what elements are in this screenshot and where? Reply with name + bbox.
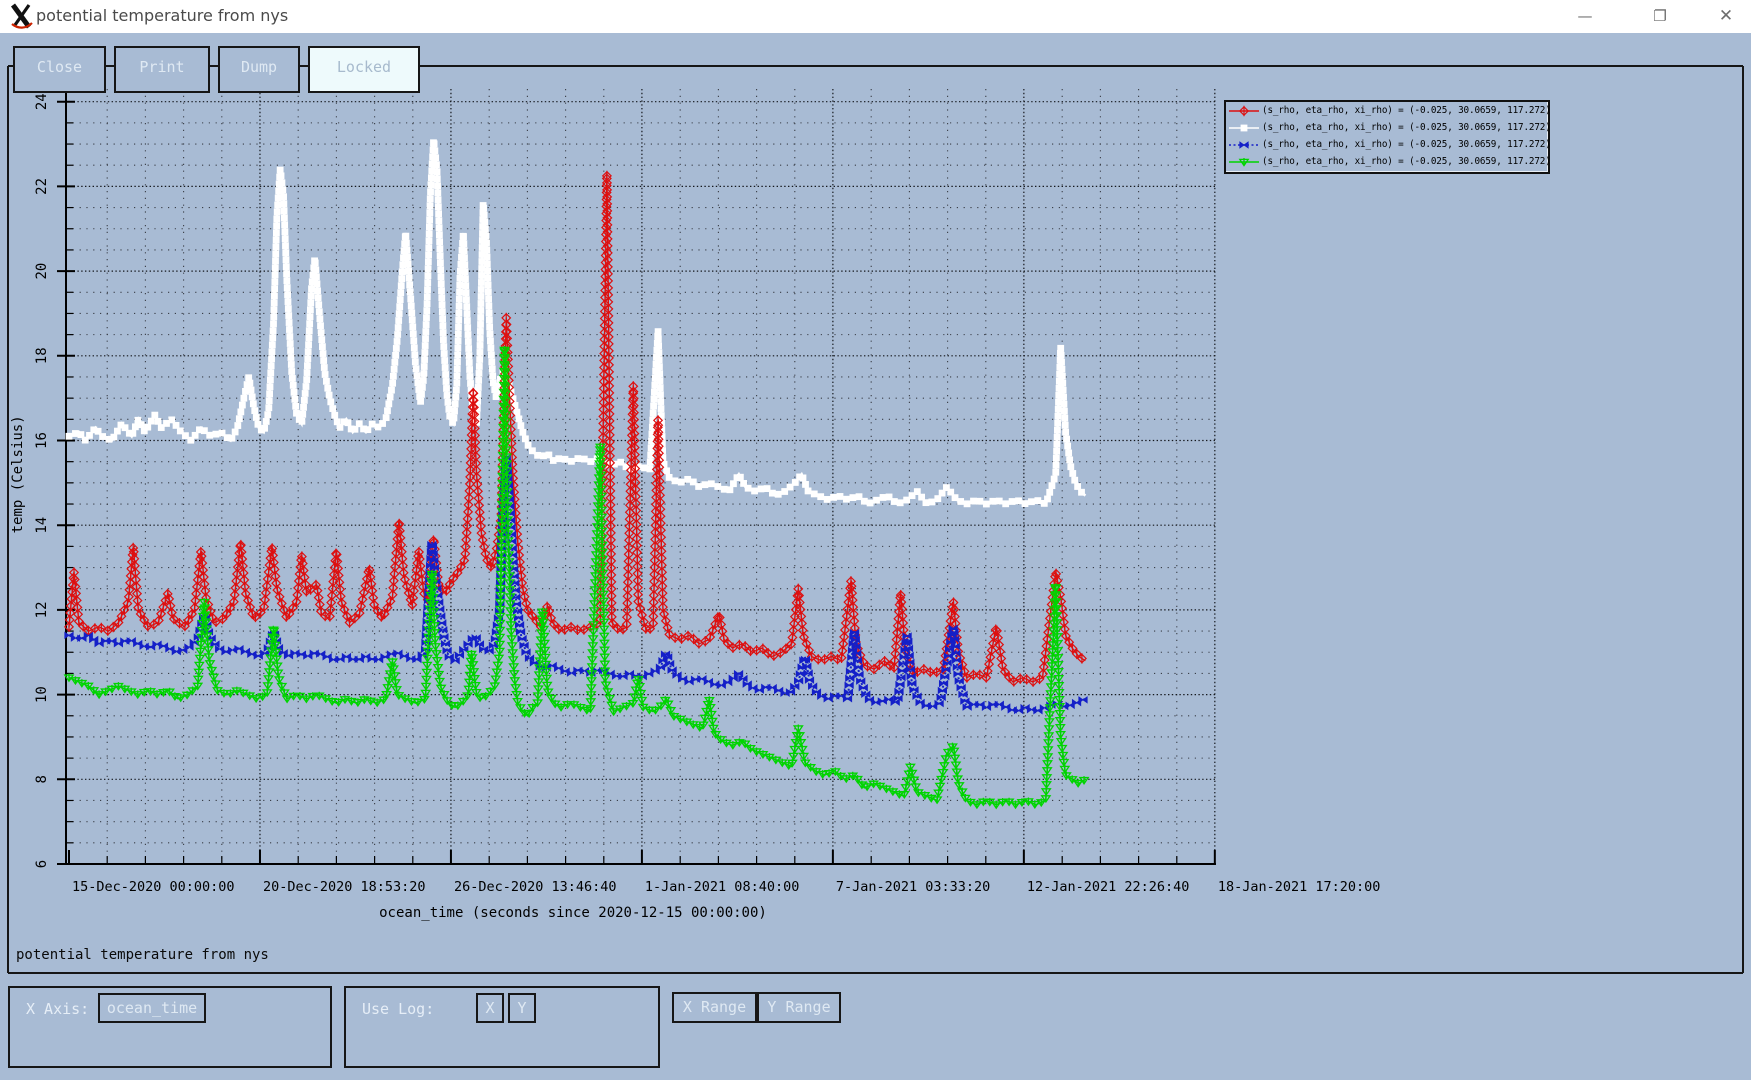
svg-text:16: 16 xyxy=(34,432,50,449)
svg-text:20-Dec-2020 18:53:20: 20-Dec-2020 18:53:20 xyxy=(263,879,426,895)
log-y-toggle[interactable]: Y xyxy=(508,993,536,1023)
svg-text:14: 14 xyxy=(34,517,50,534)
svg-text:8: 8 xyxy=(34,775,50,783)
legend-marker-square xyxy=(1229,124,1259,131)
close-button[interactable]: Close xyxy=(13,46,106,93)
window-title: potential temperature from nys xyxy=(36,6,289,25)
window-close-button[interactable]: ✕ xyxy=(1718,6,1734,26)
svg-text:1-Jan-2021 08:40:00: 1-Jan-2021 08:40:00 xyxy=(645,879,799,895)
dump-button-label: Dump xyxy=(240,58,278,76)
legend-entry-label: (s_rho, eta_rho, xi_rho) = (-0.025, 30.0… xyxy=(1262,105,1551,116)
print-button-label: Print xyxy=(139,58,185,76)
y-range-button[interactable]: Y Range xyxy=(757,992,841,1023)
legend-entry-label: (s_rho, eta_rho, xi_rho) = (-0.025, 30.0… xyxy=(1262,139,1551,150)
legend-entry: (s_rho, eta_rho, xi_rho) = (-0.025, 30.0… xyxy=(1226,102,1551,119)
svg-text:12-Jan-2021 22:26:40: 12-Jan-2021 22:26:40 xyxy=(1027,879,1190,895)
legend-marker-diamond xyxy=(1229,105,1259,116)
use-log-panel: Use Log: X Y xyxy=(344,986,660,1068)
svg-text:15-Dec-2020 00:00:00: 15-Dec-2020 00:00:00 xyxy=(72,879,235,895)
x-axis-variable-button[interactable]: ocean_time xyxy=(98,993,206,1023)
legend-entry-label: (s_rho, eta_rho, xi_rho) = (-0.025, 30.0… xyxy=(1262,156,1551,167)
svg-text:7-Jan-2021 03:33:20: 7-Jan-2021 03:33:20 xyxy=(836,879,990,895)
x-range-button[interactable]: X Range xyxy=(672,992,757,1023)
legend-entry: (s_rho, eta_rho, xi_rho) = (-0.025, 30.0… xyxy=(1226,153,1551,170)
legend-entry: (s_rho, eta_rho, xi_rho) = (-0.025, 30.0… xyxy=(1226,136,1551,153)
dump-button[interactable]: Dump xyxy=(218,46,300,93)
svg-text:18-Jan-2021 17:20:00: 18-Jan-2021 17:20:00 xyxy=(1218,879,1381,895)
svg-text:6: 6 xyxy=(34,860,50,868)
maximize-button[interactable]: ❐ xyxy=(1653,7,1667,25)
svg-text:12: 12 xyxy=(34,601,50,618)
title-bar: potential temperature from nys — ❐ ✕ xyxy=(0,0,1751,33)
svg-text:10: 10 xyxy=(34,686,50,703)
locked-toggle-button[interactable]: Locked xyxy=(308,46,420,93)
x-axis-label: X Axis: xyxy=(26,1000,90,1018)
svg-text:26-Dec-2020 13:46:40: 26-Dec-2020 13:46:40 xyxy=(454,879,617,895)
legend-marker-tri-down xyxy=(1229,157,1259,167)
plot-footer-title: potential temperature from nys xyxy=(16,947,269,963)
log-x-toggle[interactable]: X xyxy=(476,993,504,1023)
svg-text:24: 24 xyxy=(34,93,50,110)
print-button[interactable]: Print xyxy=(114,46,210,93)
locked-button-label: Locked xyxy=(336,58,392,76)
close-button-label: Close xyxy=(36,58,83,76)
svg-text:ocean_time (seconds since 2020: ocean_time (seconds since 2020-12-15 00:… xyxy=(379,905,767,921)
legend-marker-bowtie xyxy=(1229,140,1259,149)
plot-legend: (s_rho, eta_rho, xi_rho) = (-0.025, 30.0… xyxy=(1224,100,1551,174)
svg-text:18: 18 xyxy=(34,347,50,364)
svg-text:22: 22 xyxy=(34,178,50,195)
svg-text:temp (Celsius): temp (Celsius) xyxy=(10,415,26,533)
minimize-button[interactable]: — xyxy=(1577,7,1593,25)
series-square xyxy=(65,139,1087,508)
legend-entry: (s_rho, eta_rho, xi_rho) = (-0.025, 30.0… xyxy=(1226,119,1551,136)
use-log-label: Use Log: xyxy=(362,1000,435,1018)
x11-logo-icon xyxy=(10,3,33,29)
series-tri-down xyxy=(63,346,1090,810)
legend-entry-label: (s_rho, eta_rho, xi_rho) = (-0.025, 30.0… xyxy=(1262,122,1551,133)
x-axis-panel: X Axis: ocean_time xyxy=(8,986,332,1068)
svg-text:20: 20 xyxy=(34,263,50,280)
